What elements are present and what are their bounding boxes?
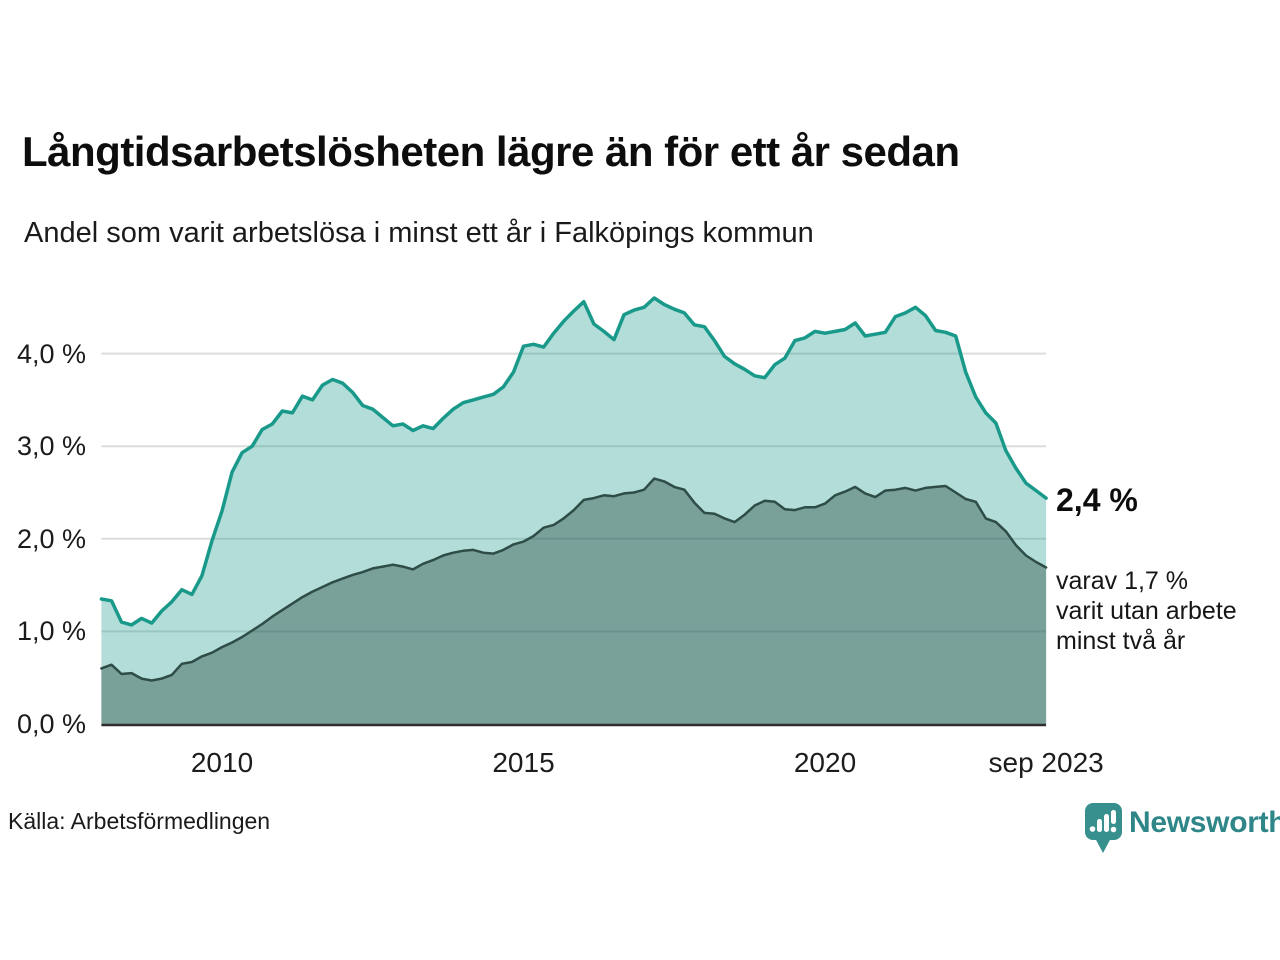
y-axis-tick-label: 3,0 % xyxy=(16,431,86,462)
annotation-detail-line: varit utan arbete xyxy=(1056,597,1237,625)
y-axis-tick-label: 4,0 % xyxy=(16,338,86,369)
x-axis-tick-label: sep 2023 xyxy=(988,747,1104,778)
newsworthy-speech-bubble-chart-icon xyxy=(1085,803,1122,853)
y-axis-tick-label: 1,0 % xyxy=(16,616,86,647)
x-axis-tick-label: 2010 xyxy=(190,747,254,778)
y-axis-tick-label: 0,0 % xyxy=(16,709,86,739)
x-axis-tick-label: 2015 xyxy=(492,747,555,778)
page-title: Långtidsarbetslösheten lägre än för ett … xyxy=(22,128,960,175)
series-line-1 xyxy=(100,477,1048,682)
series-line-0 xyxy=(99,296,1048,627)
annotation-detail-text: varav 1,7 % varit utan arbete minst två … xyxy=(1056,566,1237,656)
annotation-detail-line: minst två år xyxy=(1056,627,1186,655)
annotation-detail-line: varav 1,7 % xyxy=(1056,567,1189,595)
y-axis-tick-label: 2,0 % xyxy=(16,523,86,554)
x-axis-tick-label: 2020 xyxy=(793,747,857,778)
logo-text: Newsworthy xyxy=(1129,806,1280,839)
source-note: Källa: Arbetsförmedlingen xyxy=(8,808,271,834)
series-area-1 xyxy=(101,478,1047,724)
latest-value-annotation: 2,4 % xyxy=(1056,482,1138,518)
newsworthy-logo: Newsworthy xyxy=(1085,801,1280,857)
chart-subtitle: Andel som varit arbetslösa i minst ett å… xyxy=(24,217,814,249)
